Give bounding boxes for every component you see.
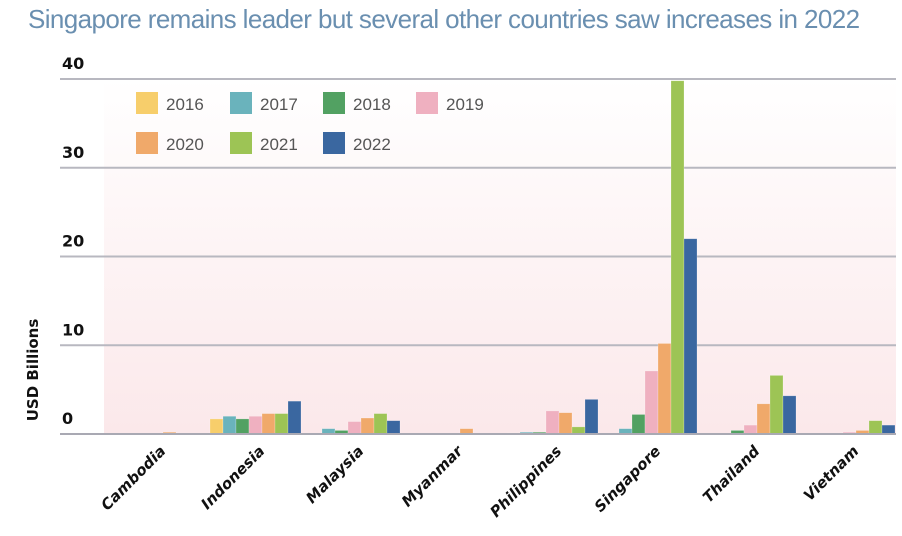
bar-2022-singapore [683,238,698,435]
legend-item-2016: 2016 [136,92,204,114]
x-tick-label: Singapore [591,442,665,516]
legend-swatch [323,132,345,154]
legend-label: 2016 [166,95,204,114]
x-tick-label: Philippines [486,442,565,521]
chart-title: Singapore remains leader but several oth… [28,4,860,34]
bars [162,80,896,435]
bar-2018-singapore [631,414,646,435]
x-tick-label: Cambodia [97,442,169,514]
legend-label: 2017 [260,95,298,114]
bar-2021-vietnam [868,420,883,435]
legend-item-2017: 2017 [230,92,298,114]
legend-swatch [230,132,252,154]
legend-label: 2018 [353,95,391,114]
bar-2019-indonesia [248,415,263,435]
bar-2020-philippines [558,412,573,435]
bar-2020-singapore [657,343,672,435]
bar-2019-malaysia [347,421,362,435]
x-tick-label: Vietnam [800,442,862,504]
bar-2022-philippines [584,399,599,435]
bar-2022-indonesia [287,400,302,435]
legend-swatch [230,92,252,114]
legend-swatch [136,132,158,154]
legend-label: 2020 [166,135,204,154]
bar-2021-thailand [769,375,784,435]
y-tick-label: 10 [62,320,84,339]
bar-2022-thailand [782,395,797,435]
bar-2019-thailand [743,424,758,435]
x-tick-label: Indonesia [197,442,268,513]
x-tick-label: Myanmar [398,441,467,510]
legend-item-2018: 2018 [323,92,391,114]
y-axis-ticks: 0 10 20 30 40 [62,54,84,428]
legend-item-2020: 2020 [136,132,204,154]
bar-2021-singapore [670,80,685,435]
bar-2020-malaysia [360,417,375,435]
bar-2022-vietnam [881,424,896,435]
bar-2020-thailand [756,403,771,435]
legend-label: 2022 [353,135,391,154]
bar-2022-malaysia [386,420,401,435]
bar-2017-indonesia [222,415,237,435]
bar-2019-philippines [545,410,560,435]
bar-2020-indonesia [261,413,276,435]
y-tick-label: 0 [62,409,73,428]
legend-item-2022: 2022 [323,132,391,154]
bar-2021-malaysia [373,413,388,435]
y-axis-label: USD Billions [24,319,42,422]
bar-2018-indonesia [235,418,250,435]
x-tick-label: Malaysia [302,442,367,507]
gridlines [60,78,896,347]
y-tick-label: 30 [62,143,84,162]
legend-item-2021: 2021 [230,132,298,154]
x-axis-ticks: Cambodia Indonesia Malaysia Myanmar Philippi… [97,441,862,521]
legend-swatch [416,92,438,114]
legend-label: 2021 [260,135,298,154]
legend: 2016 2017 2018 2019 2020 2021 2022 [136,92,484,154]
x-tick-label: Thailand [699,442,763,506]
legend-swatch [136,92,158,114]
legend-item-2019: 2019 [416,92,484,114]
legend-swatch [323,92,345,114]
y-tick-label: 20 [62,232,84,251]
bar-2021-philippines [571,426,586,435]
y-tick-label: 40 [62,54,84,73]
bar-2021-indonesia [274,413,289,435]
bar-2016-indonesia [209,418,224,435]
legend-label: 2019 [446,95,484,114]
bar-2019-singapore [644,370,659,435]
